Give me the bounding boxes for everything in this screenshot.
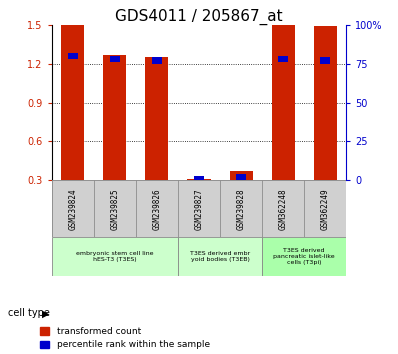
- Text: GSM362248: GSM362248: [279, 188, 288, 229]
- Text: cell type: cell type: [8, 308, 50, 318]
- Text: GSM239828: GSM239828: [236, 188, 246, 229]
- Text: GSM239827: GSM239827: [195, 188, 203, 229]
- Bar: [271, 25, 295, 180]
- Bar: [314, 26, 337, 180]
- Bar: [103, 55, 127, 180]
- Bar: [304, 180, 346, 237]
- Bar: [262, 237, 346, 276]
- Text: T3ES derived
pancreatic islet-like
cells (T3pi): T3ES derived pancreatic islet-like cells…: [273, 249, 335, 265]
- Bar: [52, 180, 94, 237]
- Bar: [61, 25, 84, 180]
- Text: ▶: ▶: [42, 308, 49, 318]
- Bar: [94, 180, 136, 237]
- Bar: [145, 57, 168, 180]
- Bar: [230, 171, 253, 180]
- Title: GDS4011 / 205867_at: GDS4011 / 205867_at: [115, 8, 283, 25]
- Bar: [178, 237, 262, 276]
- Bar: [52, 237, 178, 276]
- Text: GSM239824: GSM239824: [68, 188, 77, 229]
- Text: T3ES derived embr
yoid bodies (T3EB): T3ES derived embr yoid bodies (T3EB): [190, 251, 250, 262]
- Bar: [68, 53, 78, 59]
- Bar: [152, 57, 162, 64]
- Text: GSM239825: GSM239825: [110, 188, 119, 229]
- Bar: [220, 180, 262, 237]
- Bar: [278, 56, 289, 62]
- Bar: [262, 180, 304, 237]
- Bar: [178, 180, 220, 237]
- Bar: [194, 176, 204, 182]
- Bar: [236, 174, 246, 180]
- Bar: [320, 57, 330, 64]
- Text: embryonic stem cell line
hES-T3 (T3ES): embryonic stem cell line hES-T3 (T3ES): [76, 251, 154, 262]
- Bar: [136, 180, 178, 237]
- Bar: [109, 56, 120, 62]
- Legend: transformed count, percentile rank within the sample: transformed count, percentile rank withi…: [40, 327, 210, 349]
- Bar: [187, 179, 211, 180]
- Text: GSM362249: GSM362249: [321, 188, 330, 229]
- Text: GSM239826: GSM239826: [152, 188, 162, 229]
